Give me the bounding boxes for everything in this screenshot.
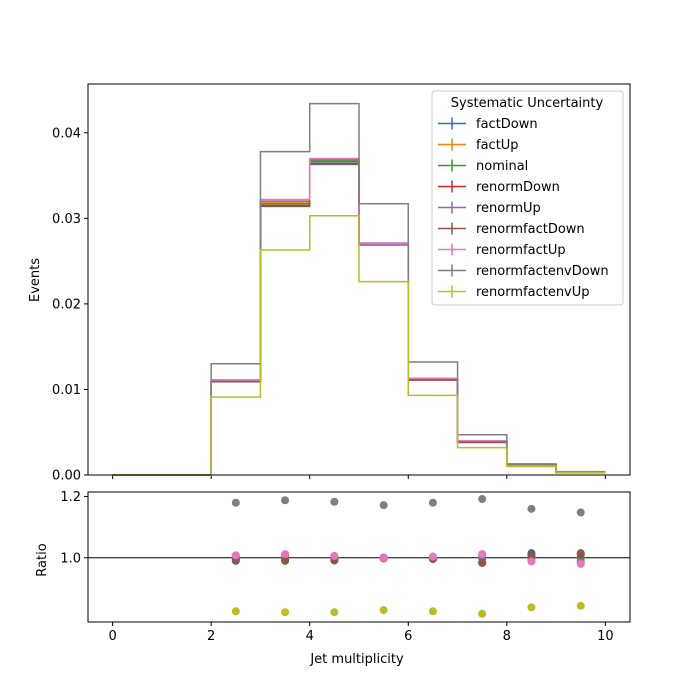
ratio-point-renormfactenvUp <box>576 601 585 610</box>
legend-item-renormfactenvDown: renormfactenvDown <box>438 264 609 279</box>
ratio-point-renormfactenvDown <box>330 497 339 506</box>
ratio-point-renormfactUp <box>576 559 585 568</box>
ratio-x-tick-label: 0 <box>108 629 116 644</box>
ratio-point-renormfactenvUp <box>478 609 487 618</box>
ratio-x-tick-label: 8 <box>503 629 511 644</box>
ratio-point-renormfactenvDown <box>576 508 585 517</box>
ratio-point-renormfactUp <box>428 552 437 561</box>
legend-title: Systematic Uncertainty <box>451 96 604 111</box>
ratio-point-renormfactenvDown <box>281 496 290 505</box>
main-y-tick-label: 0.02 <box>52 297 81 312</box>
ratio-y-tick-label: 1.2 <box>60 490 81 505</box>
legend-label: renormUp <box>476 201 541 216</box>
main-y-tick-label: 0.00 <box>52 469 81 484</box>
main-y-tick-label: 0.04 <box>52 126 81 141</box>
ratio-point-renormfactenvDown <box>478 495 487 504</box>
ratio-x-tick-label: 4 <box>306 629 314 644</box>
legend-label: renormDown <box>476 180 560 195</box>
legend-item-factUp: factUp <box>438 138 519 153</box>
ratio-point-renormfactenvDown <box>527 504 536 513</box>
ratio-point-renormfactDown <box>281 556 290 565</box>
legend-item-renormUp: renormUp <box>438 201 541 216</box>
ratio-x-tick-label: 10 <box>597 629 614 644</box>
ratio-point-renormfactDown <box>478 558 487 567</box>
ratio-point-renormfactenvUp <box>330 608 339 617</box>
legend-label: renormfactDown <box>476 222 585 237</box>
ratio-point-renormfactenvUp <box>379 606 388 615</box>
ratio-point-renormfactUp <box>330 551 339 560</box>
legend-label: nominal <box>476 159 528 174</box>
ratio-point-renormfactenvDown <box>379 501 388 510</box>
ratio-point-renormfactenvUp <box>231 607 240 616</box>
ratio-panel: 1.0 1.2 0 2 4 6 8 10 <box>60 490 631 644</box>
legend-item-renormfactDown: renormfactDown <box>438 222 585 237</box>
legend-item-renormfactenvUp: renormfactenvUp <box>438 285 590 300</box>
ratio-point-renormfactenvUp <box>527 603 536 612</box>
ratio-point-renormfactenvDown <box>428 498 437 507</box>
ratio-x-tick-label: 6 <box>404 629 412 644</box>
legend-label: renormfactenvDown <box>476 264 609 279</box>
ratio-point-renormfactUp <box>379 553 388 562</box>
main-panel: 0.00 0.01 0.02 0.03 0.04 <box>52 83 631 484</box>
ratio-point-renormfactDown <box>576 549 585 558</box>
x-axis-label: Jet multiplicity <box>309 652 404 667</box>
main-y-tick-label: 0.03 <box>52 212 81 227</box>
ratio-point-renormfactenvDown <box>231 498 240 507</box>
main-y-axis-label: Events <box>28 258 43 302</box>
legend-label: renormfactUp <box>476 243 566 258</box>
ratio-point-renormfactUp <box>527 557 536 566</box>
ratio-point-renormfactUp <box>231 551 240 560</box>
legend-item-renormfactUp: renormfactUp <box>438 243 566 258</box>
main-y-tick-label: 0.01 <box>52 383 81 398</box>
ratio-plot-frame <box>87 491 631 623</box>
legend-frame <box>431 90 624 306</box>
legend-label: renormfactenvUp <box>476 285 590 300</box>
ratio-y-axis-label: Ratio <box>35 543 50 576</box>
legend-label: factDown <box>476 117 538 132</box>
ratio-point-renormfactenvUp <box>281 608 290 617</box>
ratio-point-renormfactUp <box>281 550 290 559</box>
legend-item-renormDown: renormDown <box>438 180 560 195</box>
histogram-line-renormfactenvUp <box>112 215 606 476</box>
legend-label: factUp <box>476 138 519 153</box>
ratio-point-renormfactUp <box>478 550 487 559</box>
ratio-point-renormfactenvUp <box>428 607 437 616</box>
legend-items: factDown factUp nominal renormDown renormUp r… <box>438 117 609 300</box>
legend: Systematic Uncertainty factDown factUp nom… <box>431 90 624 306</box>
main-plot-frame <box>87 83 631 476</box>
legend-item-factDown: factDown <box>438 117 538 132</box>
ratio-y-tick-label: 1.0 <box>60 551 81 566</box>
legend-item-nominal: nominal <box>438 159 528 174</box>
ratio-x-tick-label: 2 <box>207 629 215 644</box>
